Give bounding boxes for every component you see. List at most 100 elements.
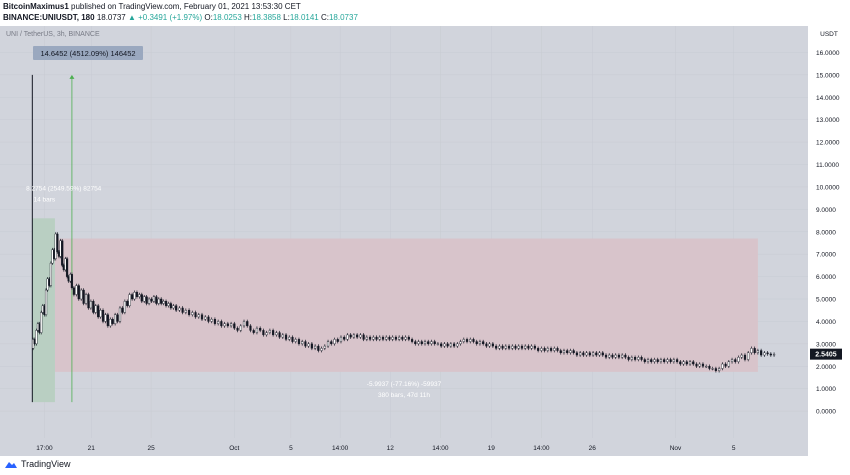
candle-body [701, 363, 705, 367]
candle-body [579, 352, 582, 356]
candle-body [420, 341, 423, 345]
current-price-label: 2.5405 [815, 352, 837, 359]
tradingview-brand: TradingView [21, 459, 71, 469]
candle-body [197, 314, 200, 318]
candle-body [524, 345, 527, 349]
candle-body [297, 339, 301, 345]
position-label-bars: 380 bars, 47d 11h [378, 392, 430, 399]
candle-body [646, 359, 650, 362]
author-name[interactable]: BitcoinMaximus1 [3, 2, 69, 11]
candle-body [365, 336, 368, 340]
candle-body [326, 341, 330, 347]
candle-body [61, 240, 64, 266]
candle-body [705, 366, 708, 368]
price-tick: 7.0000 [816, 252, 836, 259]
candle-body [682, 361, 685, 365]
candle-body [314, 345, 317, 349]
candle-body [239, 325, 242, 331]
candle-body [546, 348, 549, 351]
candle-body [175, 305, 178, 311]
candle-body [459, 341, 462, 345]
candle-body [449, 343, 452, 347]
candle-body [760, 350, 763, 356]
candle-body [368, 336, 372, 340]
price-tick: 2.0000 [816, 364, 836, 371]
candle-body [121, 307, 124, 313]
candle-body [294, 339, 297, 342]
candle-body [343, 336, 346, 340]
candle-body [336, 339, 339, 342]
candle-body [268, 330, 271, 333]
candle-body [147, 298, 151, 304]
candle-body [249, 325, 252, 331]
candle-body [391, 336, 394, 340]
time-tick: 26 [589, 445, 597, 452]
candle-body [291, 336, 294, 342]
candle-body [82, 289, 85, 304]
candle-body [540, 348, 543, 351]
price-tick: 14.0000 [816, 95, 840, 102]
candle-body [633, 357, 637, 360]
candle-body [339, 336, 343, 342]
candle-body [721, 363, 724, 369]
high-key: H: [244, 13, 252, 22]
tradingview-cloud-icon [5, 461, 17, 468]
candle-body [111, 318, 114, 324]
candle-body [553, 348, 556, 351]
candle-body [330, 341, 333, 345]
price-tick: 16.0000 [816, 50, 840, 57]
candle-body [101, 310, 105, 322]
chart-area[interactable]: UNI / TetherUS, 3h, BINANCE 14.6452 (451… [0, 26, 850, 456]
tradingview-logo[interactable]: TradingView [4, 459, 71, 469]
candle-body [87, 294, 90, 309]
candle-body [475, 341, 478, 345]
candle-body [566, 350, 569, 354]
candle-body [537, 348, 540, 351]
price-tick: 0.0000 [816, 409, 836, 416]
candle-body [591, 352, 595, 356]
candle-body [359, 334, 362, 338]
price-axis[interactable]: 0.0000 1.0000 2.0000 3.0000 4.0000 5.0000 6.00… [816, 50, 840, 416]
candle-body [184, 310, 187, 313]
candle-body [75, 285, 78, 295]
candle-body [549, 348, 553, 351]
candle-body [265, 332, 268, 336]
candle-body [495, 345, 498, 349]
candle-body [417, 341, 420, 345]
open-value: 18.0253 [212, 13, 242, 22]
price-tick: 6.0000 [816, 274, 836, 281]
candle-body [307, 343, 310, 347]
candle-body [44, 289, 48, 315]
candle-body [614, 354, 617, 358]
candle-body [730, 359, 734, 362]
candles [32, 232, 776, 373]
candle-body [698, 363, 701, 367]
candle-body [138, 294, 141, 297]
candle-body [562, 350, 566, 354]
candle-body [514, 345, 517, 349]
time-tick: 19 [488, 445, 496, 452]
candle-body [246, 321, 249, 327]
measure-label-bars: 14 bars [33, 196, 55, 203]
candle-body [135, 292, 139, 297]
time-tick: 12 [387, 445, 395, 452]
candle-body [77, 285, 80, 300]
candle-body [430, 341, 433, 345]
candle-body [133, 292, 136, 300]
candle-body [217, 321, 220, 324]
candle-body [630, 357, 633, 360]
last-price: 18.0737 [96, 13, 126, 22]
candle-body [737, 357, 740, 362]
price-axis-background [808, 26, 850, 456]
candle-body [104, 314, 107, 322]
time-tick: 5 [732, 445, 736, 452]
candle-body [164, 301, 168, 306]
price-chart[interactable]: UNI / TetherUS, 3h, BINANCE 14.6452 (451… [0, 26, 850, 456]
candle-body [414, 341, 417, 345]
candle-body [743, 354, 747, 360]
candle-body [679, 361, 682, 365]
measure-box-label: 14.6452 (4512.09%) 146452 [40, 49, 135, 58]
candle-body [223, 323, 226, 327]
candle-body [178, 307, 181, 311]
time-axis[interactable]: 17:00 21 25 Oct 5 14:00 12 14:00 19 14:00 26 Nov 5 [36, 445, 736, 452]
